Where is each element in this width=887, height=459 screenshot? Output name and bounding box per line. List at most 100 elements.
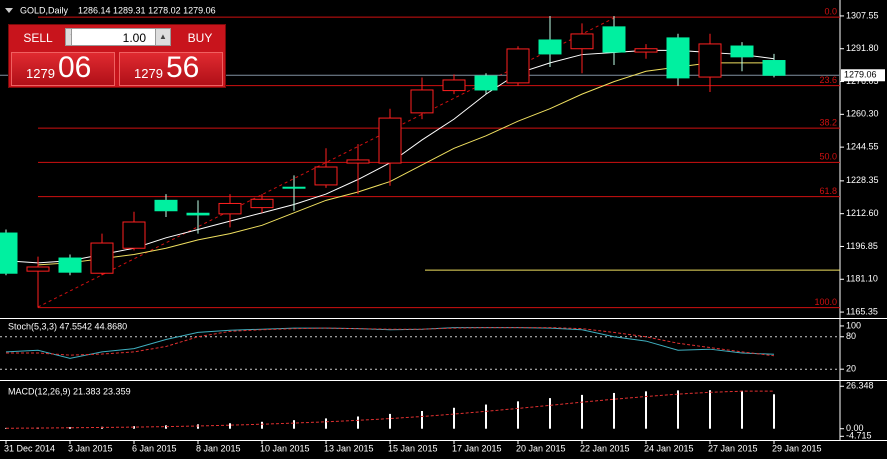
macd-bar (389, 413, 391, 429)
macd-bar (293, 420, 295, 429)
candle-body (666, 37, 690, 79)
candle-body (0, 232, 18, 274)
candle-body (634, 48, 658, 53)
macd-bar (773, 394, 775, 429)
x-tick-label: 29 Jan 2015 (772, 443, 822, 453)
macd-bar (357, 416, 359, 429)
y-tick-label: 1307.55 (846, 10, 879, 20)
sell-button[interactable]: SELL (23, 31, 53, 45)
lots-input[interactable]: 1.00 (71, 28, 167, 46)
fibo-label: 38.2 (819, 117, 837, 127)
y-tick-label: 26.348 (846, 381, 874, 391)
x-tick-label: 20 Jan 2015 (516, 443, 566, 453)
macd-title: MACD(12,26,9) 21.383 23.359 (8, 386, 131, 396)
y-tick-label: 1244.55 (846, 142, 879, 152)
chart-title: GOLD,Daily (20, 5, 69, 15)
ask-big: 1279 (134, 66, 163, 81)
x-tick-label: 27 Jan 2015 (708, 443, 758, 453)
y-tick-label: 1228.35 (846, 175, 879, 185)
y-tick-label: 1181.10 (846, 274, 878, 284)
candle-body (506, 48, 530, 84)
x-tick-label: 10 Jan 2015 (260, 443, 310, 453)
candle-body (762, 60, 786, 76)
fibo-label: 50.0 (819, 152, 837, 162)
stoch-line (5, 327, 775, 359)
sell-quote[interactable]: 1279 06 (11, 51, 115, 86)
y-tick-label: 1260.30 (846, 109, 879, 119)
macd-bar (485, 404, 487, 429)
current-price-label: 1279.06 (844, 70, 877, 80)
stoch-line (6, 327, 775, 357)
macd-bar (741, 390, 743, 429)
macd-bar (453, 407, 455, 429)
stoch-title: Stoch(5,3,3) 47.5542 44.8680 (8, 321, 127, 331)
bid-big: 1279 (26, 66, 55, 81)
x-tick-label: 31 Dec 2014 (4, 443, 55, 453)
macd-bar (645, 391, 647, 429)
x-tick-label: 15 Jan 2015 (388, 443, 438, 453)
fibo-label: 0.0 (824, 6, 837, 16)
price-label-box (841, 69, 885, 82)
candle-body (314, 166, 338, 186)
macd-bar (581, 394, 583, 429)
candle-body (570, 33, 594, 50)
candle-body (186, 212, 210, 216)
macd-bar (69, 427, 71, 429)
candle-body (698, 43, 722, 78)
candle-body (538, 39, 562, 55)
y-tick-label: -4.715 (846, 431, 872, 441)
candle-body (122, 221, 146, 249)
fibo-label: 61.8 (819, 186, 837, 196)
y-tick-label: 1196.85 (846, 241, 878, 251)
macd-bar (421, 411, 423, 429)
candle-body (250, 198, 274, 209)
x-tick-label: 13 Jan 2015 (324, 443, 374, 453)
y-tick-label: 1291.80 (846, 43, 879, 53)
macd-bar (613, 392, 615, 429)
candle-body (218, 202, 242, 215)
x-tick-label: 24 Jan 2015 (644, 443, 694, 453)
macd-bar (5, 427, 7, 429)
y-tick-label: 1165.35 (846, 306, 878, 316)
lots-up[interactable]: ▲ (155, 28, 171, 46)
candle-body (602, 26, 626, 53)
macd-bar (549, 398, 551, 429)
buy-quote[interactable]: 1279 56 (119, 51, 223, 86)
x-tick-label: 3 Jan 2015 (68, 443, 113, 453)
candle-body (378, 117, 402, 164)
macd-bar (709, 390, 711, 429)
buy-button[interactable]: BUY (187, 31, 213, 45)
collapse-icon[interactable] (5, 8, 13, 13)
x-tick-label: 6 Jan 2015 (132, 443, 177, 453)
macd-signal (5, 390, 775, 429)
macd-bar (325, 418, 327, 429)
candle-body (26, 266, 50, 272)
candle-body (154, 199, 178, 212)
fibo-label: 23.6 (819, 75, 837, 85)
macd-bar (677, 390, 679, 429)
bid-small: 06 (58, 51, 92, 84)
x-tick-label: 17 Jan 2015 (452, 443, 502, 453)
fibo-label: 100.0 (814, 297, 837, 307)
x-tick-label: 22 Jan 2015 (580, 443, 630, 453)
macd-bar (133, 426, 135, 429)
candle-body (346, 159, 370, 164)
y-tick-label: 1212.60 (846, 208, 879, 218)
ask-small: 56 (166, 51, 200, 84)
candle-body (442, 79, 466, 92)
candle-body (474, 75, 498, 91)
candle-body (282, 186, 306, 189)
macd-bar (261, 421, 263, 429)
candle-body (410, 89, 434, 114)
macd-bar (229, 423, 231, 429)
macd-bar (197, 424, 199, 429)
y-tick-label: 80 (846, 331, 856, 341)
candle-body (90, 242, 114, 274)
y-tick-label: 100 (846, 320, 861, 330)
y-tick-label: 0.00 (846, 423, 864, 433)
candle-body (730, 45, 754, 58)
moving-average (37, 62, 774, 266)
